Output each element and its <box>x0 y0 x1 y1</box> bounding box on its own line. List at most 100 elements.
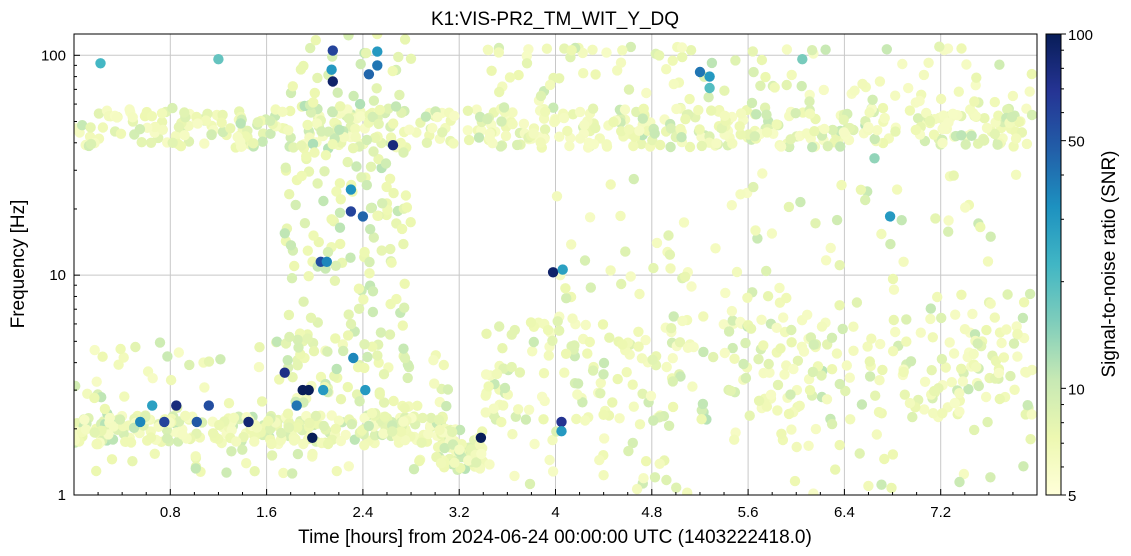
scatter-point <box>352 362 364 373</box>
scatter-point <box>910 124 921 136</box>
scatter-point <box>330 260 341 271</box>
scatter-point <box>342 330 354 341</box>
scatter-point <box>620 246 631 257</box>
scatter-point <box>711 138 722 149</box>
scatter-point <box>667 55 678 66</box>
scatter-point <box>809 126 820 137</box>
scatter-point-high-snr <box>95 58 106 69</box>
scatter-point <box>333 415 345 426</box>
scatter-point <box>351 161 362 172</box>
scatter-point <box>775 141 787 152</box>
scatter-point <box>217 109 228 121</box>
scatter-point <box>725 385 736 396</box>
scatter-point <box>521 50 532 62</box>
scatter-point <box>863 480 874 492</box>
scatter-point <box>480 407 491 418</box>
scatter-point <box>781 292 792 304</box>
scatter-point <box>667 401 679 413</box>
scatter-point <box>667 353 678 364</box>
scatter-point <box>550 114 561 126</box>
scatter-point <box>696 140 707 152</box>
scatter-point <box>601 139 612 150</box>
scatter-point <box>937 123 948 135</box>
scatter-point <box>343 113 355 124</box>
scatter-point <box>359 246 370 258</box>
scatter-point <box>263 415 274 427</box>
scatter-point <box>615 57 627 68</box>
scatter-point <box>365 224 376 235</box>
scatter-point <box>665 123 677 134</box>
scatter-point <box>1026 109 1037 121</box>
scatter-point <box>433 414 445 426</box>
scatter-point <box>783 201 795 213</box>
scatter-point <box>334 124 345 135</box>
scatter-point <box>500 130 512 142</box>
scatter-point <box>881 44 892 55</box>
scatter-point <box>483 44 494 56</box>
scatter-point <box>915 327 926 338</box>
scatter-point <box>528 128 539 139</box>
scatter-point <box>335 238 346 250</box>
scatter-point <box>283 125 294 136</box>
scatter-point <box>417 412 428 424</box>
scatter-point-high-snr <box>326 64 337 75</box>
scatter-point-high-snr <box>556 416 567 428</box>
scatter-point <box>981 122 993 134</box>
scatter-point <box>595 377 606 389</box>
scatter-point <box>948 348 960 359</box>
scatter-point <box>668 311 679 322</box>
scatter-point <box>106 454 118 465</box>
scatter-point <box>538 368 550 379</box>
scatter-point <box>134 124 146 135</box>
scatter-point <box>766 228 778 239</box>
scatter-point <box>804 96 815 107</box>
scatter-point-high-snr <box>704 71 715 82</box>
scatter-point <box>796 80 807 92</box>
scatter-point <box>509 470 520 482</box>
x-tick-label: 3.2 <box>449 504 470 521</box>
scatter-point <box>199 138 210 149</box>
scatter-point <box>215 354 226 365</box>
scatter-point <box>1026 409 1037 420</box>
scatter-point <box>923 57 934 68</box>
scatter-point <box>914 95 925 107</box>
scatter-point <box>145 432 157 443</box>
scatter-point <box>359 440 370 451</box>
scatter-point <box>303 271 314 282</box>
scatter-point <box>335 435 347 447</box>
scatter-point <box>527 346 538 357</box>
scatter-point <box>907 411 918 423</box>
scatter-point <box>640 334 651 346</box>
scatter-point <box>378 428 389 439</box>
scatter-point <box>295 64 307 75</box>
scatter-point <box>393 51 404 63</box>
scatter-point <box>802 309 813 320</box>
scatter-point <box>994 393 1005 405</box>
scatter-point <box>506 361 517 373</box>
scatter-point <box>310 35 321 46</box>
scatter-point <box>524 478 536 490</box>
scatter-point <box>822 141 833 152</box>
scatter-point <box>190 451 201 462</box>
scatter-point <box>167 137 178 148</box>
colorbar-tick-label: 5 <box>1068 488 1076 505</box>
scatter-point <box>582 348 593 359</box>
scatter-point <box>649 128 660 139</box>
scatter-point <box>810 218 821 229</box>
scatter-point <box>678 217 690 228</box>
scatter-point <box>552 316 563 327</box>
scatter-point <box>302 119 313 131</box>
scatter-point <box>744 410 755 421</box>
scatter-point <box>696 414 707 425</box>
scatter-point <box>547 466 559 477</box>
scatter-point <box>448 138 459 149</box>
scatter-point <box>292 448 304 460</box>
scatter-point <box>762 291 774 302</box>
scatter-point <box>296 170 307 182</box>
scatter-point <box>1021 138 1033 150</box>
scatter-point <box>830 464 841 475</box>
scatter-point <box>985 472 996 483</box>
x-tick-label: 1.6 <box>256 504 277 521</box>
scatter-point <box>604 332 615 343</box>
scatter-point <box>284 331 295 343</box>
